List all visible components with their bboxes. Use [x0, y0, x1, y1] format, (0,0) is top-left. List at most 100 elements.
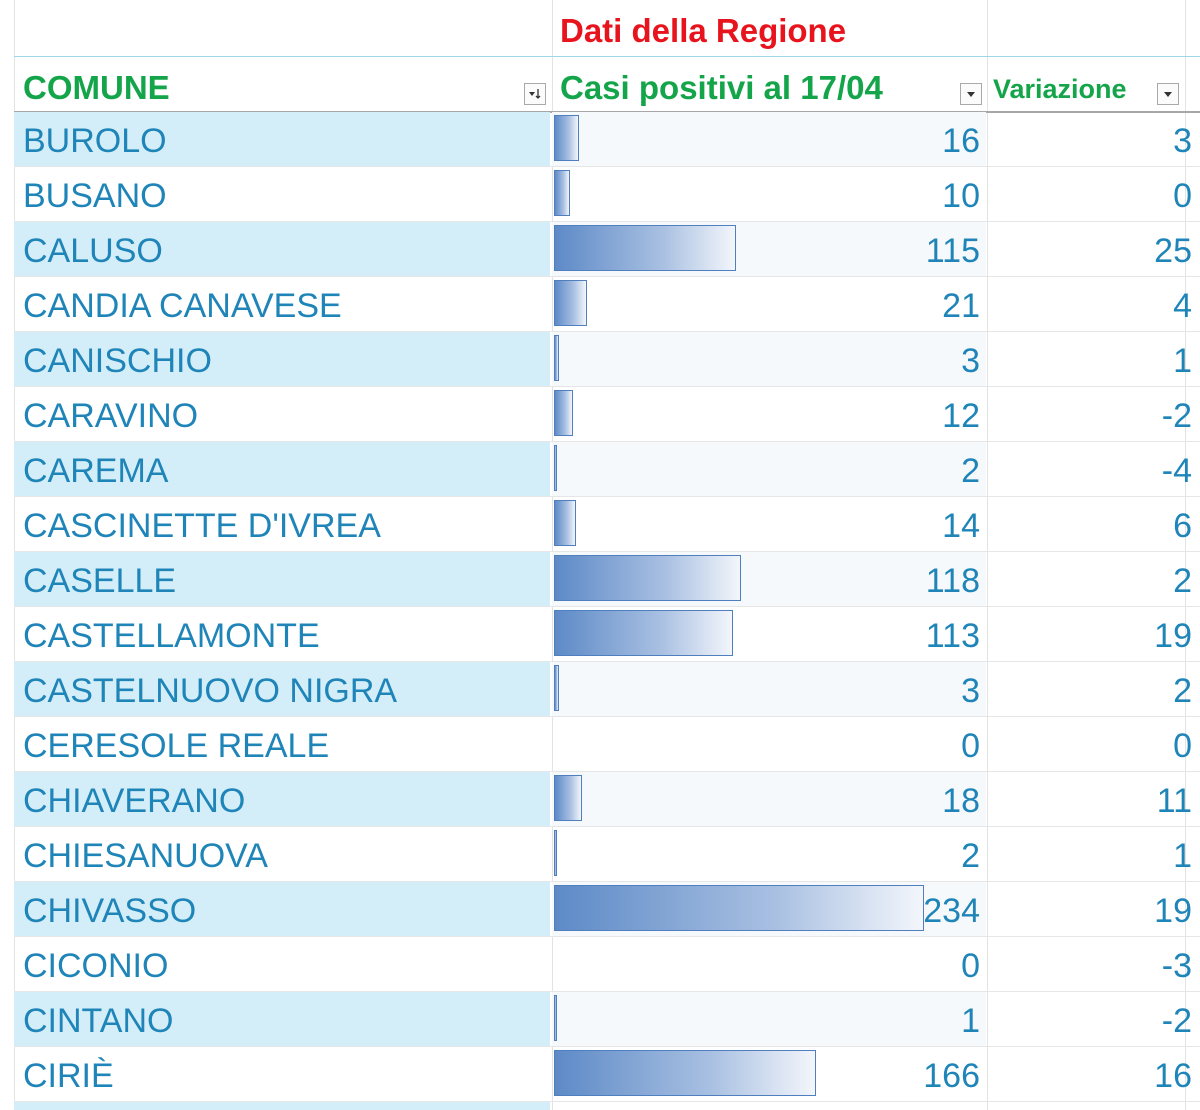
variazione-cell[interactable]: 2 — [988, 552, 1200, 607]
comune-cell[interactable]: CANDIA CANAVESE — [23, 287, 342, 325]
dropdown-arrow-icon[interactable] — [1157, 83, 1179, 105]
variazione-cell[interactable]: 25 — [988, 222, 1200, 277]
table-row: BUSANO 10 0 — [14, 167, 1200, 222]
grid-line — [14, 441, 1200, 442]
casi-cell[interactable]: 113 — [552, 607, 986, 662]
sort-filter-icon[interactable] — [524, 83, 546, 105]
casi-value: 12 — [942, 397, 980, 435]
comune-cell[interactable]: CASTELNUOVO NIGRA — [14, 662, 550, 717]
comune-cell[interactable]: CALUSO — [14, 222, 550, 277]
grid-line — [14, 881, 1200, 882]
casi-cell[interactable]: 16 — [552, 112, 986, 167]
grid-line — [14, 936, 1200, 937]
casi-cell[interactable]: 1 — [552, 992, 986, 1047]
data-bar — [554, 555, 741, 601]
casi-cell[interactable]: 0 — [552, 937, 986, 992]
table-row: CASTELNUOVO NIGRA 3 2 — [14, 662, 1200, 717]
grid-line — [14, 991, 1200, 992]
casi-cell[interactable]: 0 — [552, 717, 986, 772]
data-bar — [554, 280, 587, 326]
casi-value: 3 — [961, 342, 980, 380]
casi-value: 3 — [961, 672, 980, 710]
comune-cell[interactable]: CANISCHIO — [14, 332, 550, 387]
grid-line — [14, 661, 1200, 662]
variazione-value: 1 — [1173, 342, 1192, 380]
table-row: CHIESANUOVA 2 1 — [14, 827, 1200, 882]
casi-cell[interactable]: 10 — [552, 167, 986, 222]
comune-cell[interactable]: CINTANO — [14, 992, 550, 1047]
variazione-cell[interactable]: 0 — [988, 167, 1200, 222]
data-bar — [554, 335, 559, 381]
data-bar — [554, 775, 582, 821]
variazione-value: 6 — [1173, 507, 1192, 545]
casi-cell[interactable]: 3 — [552, 662, 986, 717]
casi-value: 14 — [942, 507, 980, 545]
casi-cell[interactable]: 18 — [552, 772, 986, 827]
header-row: COMUNE Casi positivi al 17/04 Variazione — [14, 57, 1200, 113]
comune-cell[interactable]: CASCINETTE D'IVREA — [23, 507, 381, 545]
variazione-value: 2 — [1173, 562, 1192, 600]
grid-line — [14, 1101, 1200, 1102]
grid-line — [14, 1046, 1200, 1047]
variazione-cell[interactable]: -2 — [988, 387, 1200, 442]
dropdown-arrow-icon[interactable] — [960, 83, 982, 105]
column-header-variazione[interactable]: Variazione — [993, 74, 1127, 104]
sort-filter-glyph — [529, 89, 541, 99]
comune-cell[interactable]: CHIESANUOVA — [23, 837, 268, 875]
column-header-comune[interactable]: COMUNE — [23, 69, 170, 106]
casi-cell[interactable]: 2 — [552, 442, 986, 497]
dropdown-glyph — [1164, 92, 1172, 97]
table-row: CAREMA 2 -4 — [14, 442, 1200, 497]
comune-cell[interactable]: CARAVINO — [23, 397, 199, 435]
variazione-value: -2 — [1161, 397, 1192, 435]
table-row: CHIVASSO 234 19 — [14, 882, 1200, 937]
casi-cell[interactable]: 118 — [552, 552, 986, 607]
comune-cell[interactable]: CASELLE — [14, 552, 550, 607]
casi-value: 21 — [942, 287, 980, 325]
table-row: BUROLO 16 3 — [14, 112, 1200, 167]
casi-cell[interactable]: 12 — [552, 387, 986, 442]
comune-cell[interactable]: CHIAVERANO — [14, 772, 550, 827]
casi-value: 166 — [923, 1057, 980, 1095]
casi-cell[interactable]: 166 — [552, 1047, 986, 1102]
comune-cell[interactable]: CICONIO — [23, 947, 169, 985]
data-bar — [554, 830, 557, 876]
variazione-cell[interactable]: 1 — [988, 332, 1200, 387]
variazione-value: 25 — [1154, 232, 1192, 270]
variazione-cell[interactable]: 3 — [988, 112, 1200, 167]
comune-cell[interactable]: CERESOLE REALE — [23, 727, 330, 765]
casi-cell[interactable]: 234 — [552, 882, 986, 937]
casi-cell[interactable]: 115 — [552, 222, 986, 277]
variazione-cell[interactable]: 1 — [988, 827, 1200, 882]
data-bar — [554, 610, 733, 656]
table-row: CERESOLE REALE 0 0 — [14, 717, 1200, 772]
variazione-cell[interactable]: -3 — [988, 937, 1200, 992]
comune-cell[interactable]: BUSANO — [23, 177, 167, 215]
variazione-cell[interactable]: 2 — [988, 662, 1200, 717]
variazione-cell[interactable]: 11 — [988, 772, 1200, 827]
casi-cell[interactable]: 3 — [552, 332, 986, 387]
grid-line — [14, 331, 1200, 332]
comune-cell[interactable]: BUROLO — [14, 112, 550, 167]
casi-cell[interactable]: 14 — [552, 497, 986, 552]
casi-cell[interactable]: 2 — [552, 827, 986, 882]
data-bar — [554, 885, 924, 931]
column-header-casi-positivi[interactable]: Casi positivi al 17/04 — [560, 69, 883, 106]
variazione-cell[interactable]: 0 — [988, 717, 1200, 772]
variazione-cell[interactable]: -4 — [988, 442, 1200, 497]
comune-cell[interactable]: CASTELLAMONTE — [23, 617, 320, 655]
casi-value: 0 — [961, 727, 980, 765]
comune-cell[interactable]: CAREMA — [14, 442, 550, 497]
comune-cell[interactable]: CHIVASSO — [14, 882, 550, 937]
variazione-cell[interactable]: 6 — [988, 497, 1200, 552]
grid-line — [14, 771, 1200, 772]
variazione-cell[interactable]: 19 — [988, 882, 1200, 937]
variazione-cell[interactable]: 19 — [988, 607, 1200, 662]
comune-cell[interactable]: CIRIÈ — [23, 1057, 114, 1095]
region-title[interactable]: Dati della Regione — [560, 12, 847, 49]
variazione-value: 1 — [1173, 837, 1192, 875]
variazione-cell[interactable]: 4 — [988, 277, 1200, 332]
casi-cell[interactable]: 21 — [552, 277, 986, 332]
variazione-cell[interactable]: -2 — [988, 992, 1200, 1047]
variazione-cell[interactable]: 16 — [988, 1047, 1200, 1102]
